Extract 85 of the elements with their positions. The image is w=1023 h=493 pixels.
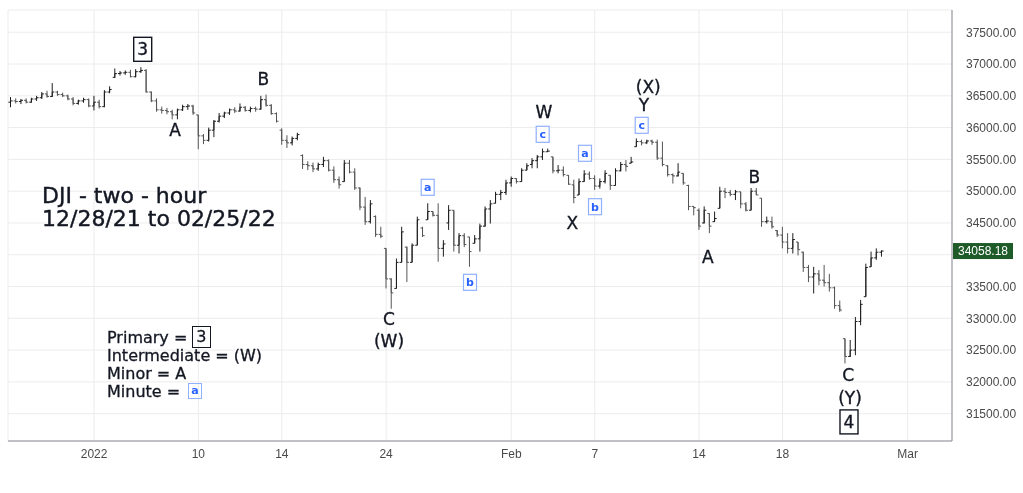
candlestick (138, 66, 144, 74)
y-tick-label: 36500.00 (966, 89, 1017, 104)
candlestick (237, 102, 243, 113)
annotation: 4 (843, 412, 855, 433)
text: 12/28/21 to 02/25/22 (42, 206, 276, 231)
y-tick-label: 35000.00 (966, 184, 1017, 199)
candlestick (117, 70, 123, 76)
annotation: Primary = 3 (107, 326, 208, 348)
x-tick-label: Feb (500, 446, 522, 461)
candlestick (675, 162, 681, 178)
candlestick (706, 212, 712, 234)
candlestick (466, 236, 473, 268)
candlestick (769, 216, 775, 230)
x-tick-label: 14 (275, 446, 289, 461)
candlestick (790, 232, 796, 254)
candlestick (372, 214, 379, 238)
candlestick (831, 286, 838, 310)
annotation: b (591, 200, 600, 214)
text: 34058.18 (957, 244, 1009, 259)
candlestick (456, 232, 462, 254)
candlestick (696, 207, 702, 231)
candlestick (748, 187, 754, 211)
x-tick-label: Mar (897, 446, 918, 461)
y-tick-label: 32500.00 (966, 343, 1017, 358)
candlestick (659, 141, 666, 167)
annotation: (Y) (838, 388, 862, 409)
annotation: c (638, 119, 645, 133)
y-tick-label: 33000.00 (966, 311, 1017, 326)
annotation: C (842, 365, 855, 386)
annotation: W (535, 102, 553, 123)
candlestick (164, 107, 170, 115)
y-tick-label: 32000.00 (966, 375, 1017, 390)
candlestick (685, 184, 692, 211)
x-tick-label: 10 (191, 446, 206, 461)
y-tick-label: 35500.00 (966, 152, 1017, 167)
candlestick (451, 209, 457, 253)
annotation: a (423, 181, 432, 195)
y-tick-label: 37500.00 (966, 25, 1017, 40)
annotation: 3 (137, 39, 149, 60)
annotation: c (539, 128, 546, 142)
y-tick-label: 31500.00 (966, 406, 1017, 421)
candlestick (341, 159, 347, 183)
annotation: Y (637, 95, 650, 116)
candlestick (863, 263, 869, 298)
annotation: Minute = a (107, 381, 200, 401)
candlestick (717, 186, 723, 209)
y-tick-label: 33500.00 (966, 279, 1017, 294)
candlestick (367, 199, 373, 225)
annotation: C (383, 308, 395, 329)
x-tick-label: 24 (379, 446, 394, 461)
candlestick (811, 266, 817, 295)
x-tick-label: 18 (775, 446, 790, 461)
candlestick (821, 264, 827, 288)
annotation: A (169, 120, 182, 141)
x-tick-label: 2022 (80, 446, 108, 461)
candlestick (779, 226, 785, 249)
annotation: (W) (373, 330, 405, 351)
candlestick (435, 202, 441, 263)
annotation: B (748, 167, 761, 188)
candlestick (623, 159, 629, 172)
annotation: b (466, 276, 475, 290)
y-tick-label: 34500.00 (966, 216, 1017, 231)
y-tick-label: 36000.00 (966, 120, 1017, 135)
x-tick-label: 14 (692, 446, 707, 461)
candlestick (404, 245, 410, 283)
annotation: Intermediate = (W) (107, 345, 263, 365)
annotation: B (257, 69, 270, 90)
candlestick (18, 98, 24, 105)
x-tick-label: 7 (591, 446, 599, 461)
candlestick (628, 156, 634, 164)
candlestick (529, 157, 535, 169)
annotation: A (701, 246, 714, 267)
candlestick (842, 338, 848, 364)
text: DJI - two - hour (42, 183, 208, 208)
candlestick (722, 187, 728, 199)
candlestick (91, 95, 97, 111)
annotation: Minor = A (107, 363, 187, 383)
annotation: (X) (635, 76, 661, 97)
y-tick-label: 37000.00 (966, 57, 1017, 72)
candlestick (816, 269, 822, 286)
annotation: a (581, 147, 589, 161)
candlestick (758, 197, 765, 228)
candlestick (785, 232, 791, 254)
candlestick (446, 204, 452, 231)
annotation: X (566, 212, 579, 233)
